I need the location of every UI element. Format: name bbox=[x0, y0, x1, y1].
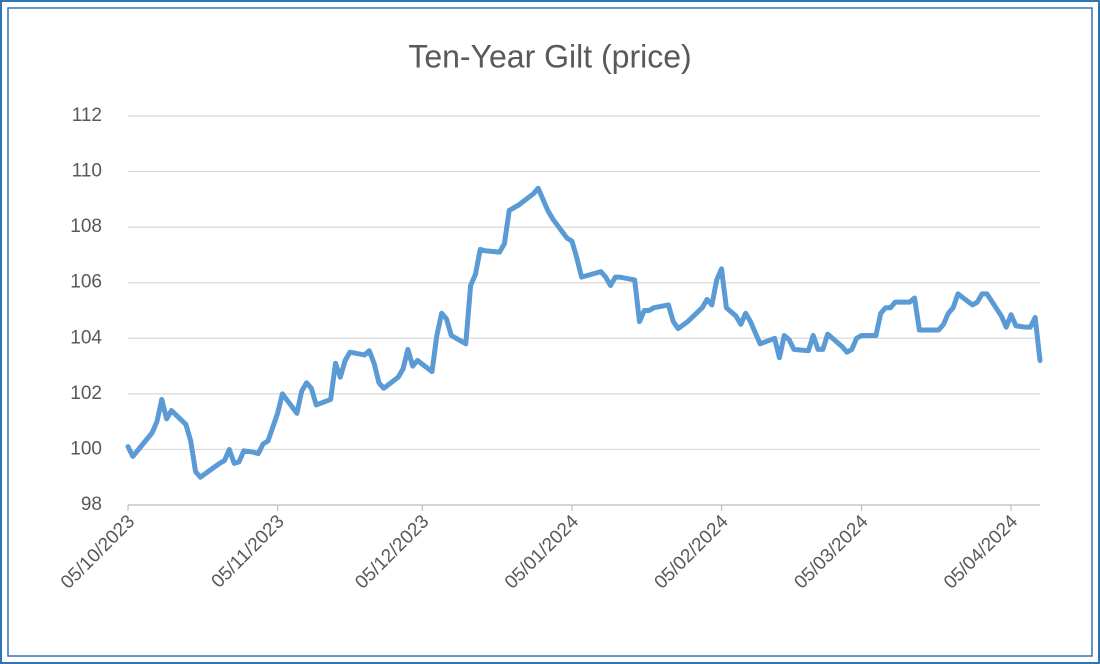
y-tick-label: 98 bbox=[81, 494, 102, 515]
y-tick-label: 100 bbox=[70, 438, 102, 459]
y-tick-label: 112 bbox=[72, 105, 102, 126]
plot bbox=[125, 185, 1043, 480]
y-tick-label: 106 bbox=[70, 272, 102, 293]
chart-title: Ten-Year Gilt (price) bbox=[408, 38, 691, 74]
price-line bbox=[125, 185, 1043, 480]
y-tick-label: 104 bbox=[70, 327, 102, 348]
inner-frame bbox=[7, 7, 1093, 657]
grid bbox=[127, 115, 1040, 511]
y-tick-label: 110 bbox=[72, 161, 102, 182]
y-tick-label: 108 bbox=[70, 216, 102, 237]
y-tick-label: 102 bbox=[70, 383, 102, 404]
